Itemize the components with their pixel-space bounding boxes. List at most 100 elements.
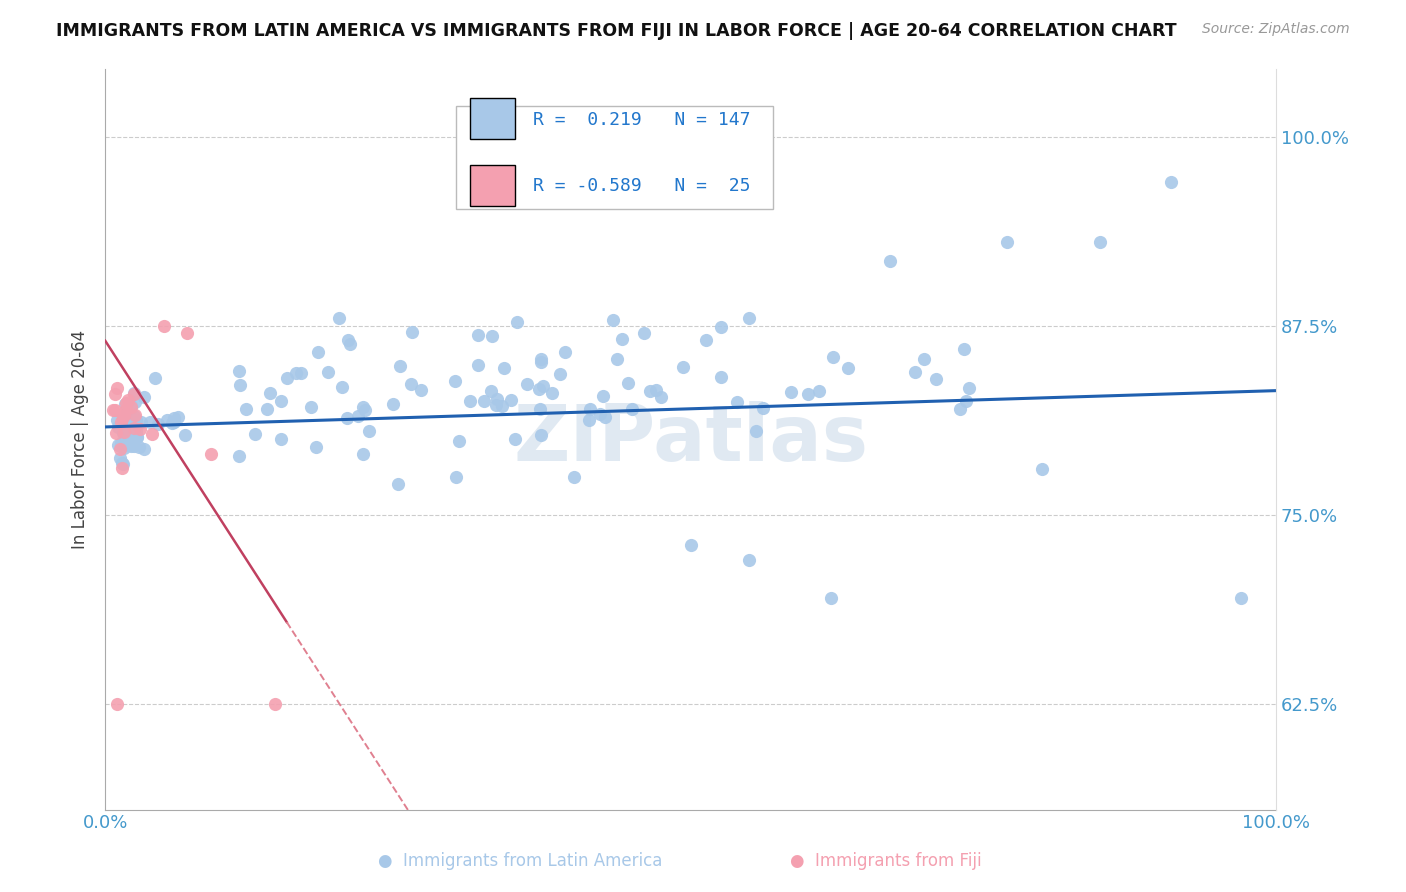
Point bbox=[107, 438, 129, 452]
Point bbox=[531, 379, 554, 393]
Point bbox=[125, 429, 148, 443]
Point bbox=[725, 394, 748, 409]
Point bbox=[264, 697, 287, 711]
Point bbox=[155, 412, 177, 426]
Point bbox=[592, 389, 614, 403]
FancyBboxPatch shape bbox=[471, 98, 515, 139]
Point bbox=[114, 426, 136, 441]
Point bbox=[103, 403, 125, 417]
Point bbox=[125, 424, 148, 438]
FancyBboxPatch shape bbox=[457, 105, 772, 210]
Point bbox=[176, 326, 198, 341]
Point bbox=[467, 327, 489, 342]
Point bbox=[530, 355, 553, 369]
Point bbox=[593, 410, 616, 425]
Point bbox=[163, 415, 186, 429]
Point bbox=[638, 384, 661, 398]
Point bbox=[352, 447, 374, 461]
Point bbox=[307, 345, 329, 359]
Point bbox=[339, 337, 361, 351]
Point bbox=[328, 311, 350, 326]
Point bbox=[485, 392, 508, 407]
Y-axis label: In Labor Force | Age 20-64: In Labor Force | Age 20-64 bbox=[72, 329, 89, 549]
Point bbox=[616, 376, 638, 390]
Point bbox=[610, 332, 633, 346]
Point bbox=[330, 380, 353, 394]
Point bbox=[115, 405, 138, 419]
Point bbox=[152, 318, 174, 333]
Point bbox=[111, 457, 134, 471]
Point bbox=[112, 457, 135, 471]
Point bbox=[388, 359, 411, 374]
Point bbox=[114, 435, 136, 450]
Point bbox=[112, 441, 135, 455]
Point bbox=[527, 382, 550, 396]
Point bbox=[104, 426, 127, 441]
Point bbox=[115, 438, 138, 452]
Point bbox=[796, 386, 818, 401]
Text: Source: ZipAtlas.com: Source: ZipAtlas.com bbox=[1202, 22, 1350, 37]
Point bbox=[228, 364, 250, 378]
Point bbox=[472, 394, 495, 409]
Point bbox=[401, 325, 423, 339]
Point bbox=[548, 368, 571, 382]
Point bbox=[578, 402, 600, 417]
Point bbox=[494, 361, 516, 376]
Point bbox=[679, 538, 702, 552]
Point bbox=[120, 439, 142, 453]
Point bbox=[399, 377, 422, 392]
Point bbox=[124, 409, 146, 423]
Point bbox=[446, 470, 468, 484]
Point bbox=[316, 365, 339, 379]
Point bbox=[105, 697, 128, 711]
Point bbox=[925, 372, 948, 386]
Point bbox=[820, 591, 842, 605]
Point bbox=[516, 376, 538, 391]
Point bbox=[955, 393, 977, 408]
Point bbox=[200, 447, 222, 461]
Point bbox=[259, 385, 281, 400]
Point bbox=[108, 450, 131, 465]
Point bbox=[167, 410, 190, 425]
Point bbox=[499, 392, 522, 407]
Point bbox=[458, 394, 481, 409]
Point bbox=[104, 403, 127, 417]
Point bbox=[122, 439, 145, 453]
Point bbox=[299, 400, 322, 414]
Point bbox=[467, 359, 489, 373]
Point bbox=[485, 398, 508, 412]
Point bbox=[122, 387, 145, 401]
Point bbox=[529, 401, 551, 416]
Point bbox=[138, 415, 160, 429]
Point bbox=[112, 425, 135, 439]
Point bbox=[336, 333, 359, 347]
Point bbox=[118, 430, 141, 444]
Point bbox=[745, 424, 768, 438]
Text: R =  0.219   N = 147: R = 0.219 N = 147 bbox=[533, 111, 749, 128]
Point bbox=[108, 442, 131, 456]
Point bbox=[305, 440, 328, 454]
Point bbox=[118, 423, 141, 437]
Point bbox=[107, 420, 129, 434]
Point bbox=[387, 477, 409, 491]
Point bbox=[256, 401, 278, 416]
Point bbox=[129, 415, 152, 429]
Point bbox=[562, 470, 585, 484]
Point bbox=[105, 381, 128, 395]
Point bbox=[134, 442, 156, 456]
Point bbox=[120, 399, 142, 413]
Point bbox=[276, 370, 298, 384]
Point bbox=[633, 326, 655, 341]
Point bbox=[578, 413, 600, 427]
Point bbox=[114, 428, 136, 442]
Point bbox=[738, 553, 761, 567]
Point bbox=[125, 413, 148, 427]
Point bbox=[751, 401, 773, 415]
Point bbox=[738, 310, 761, 325]
Point bbox=[1090, 235, 1112, 250]
Point bbox=[243, 426, 266, 441]
Point bbox=[132, 391, 155, 405]
Point bbox=[447, 434, 470, 449]
Point bbox=[949, 401, 972, 416]
Text: IMMIGRANTS FROM LATIN AMERICA VS IMMIGRANTS FROM FIJI IN LABOR FORCE | AGE 20-64: IMMIGRANTS FROM LATIN AMERICA VS IMMIGRA… bbox=[56, 22, 1177, 40]
